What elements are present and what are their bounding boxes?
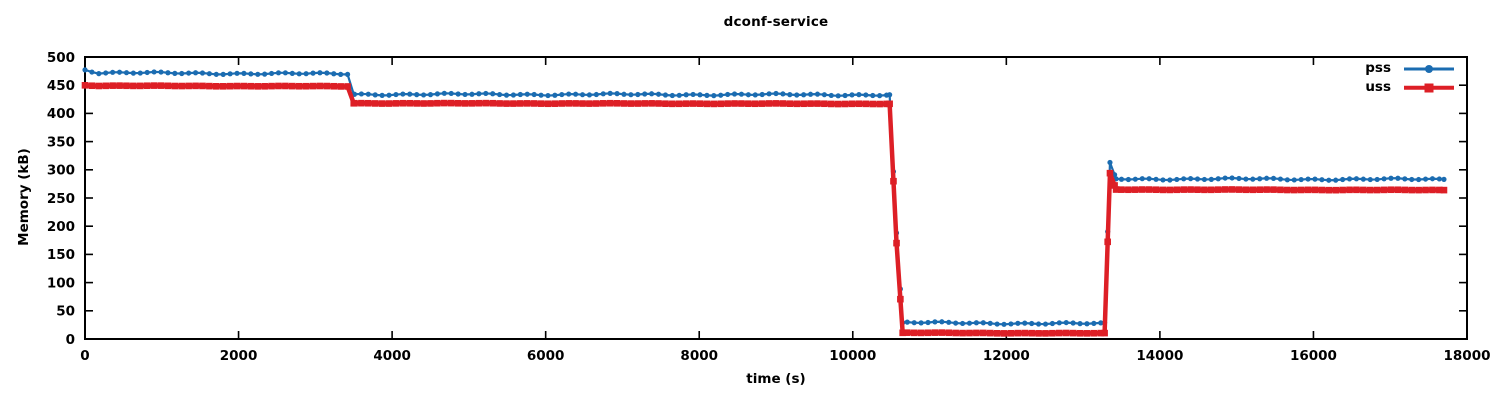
- series-uss-markers: [81, 82, 1448, 337]
- y-tick-label: 0: [66, 332, 75, 348]
- y-tick-label: 500: [47, 50, 75, 66]
- legend-sample-pss: [1404, 62, 1454, 76]
- x-tick-label: 8000: [680, 348, 718, 364]
- legend-square-marker-icon: [1424, 83, 1434, 92]
- y-tick-label: 350: [47, 134, 75, 150]
- y-tick-label: 400: [47, 106, 75, 122]
- x-tick-label: 14000: [1136, 348, 1183, 364]
- x-tick-label: 16000: [1290, 348, 1337, 364]
- legend-sample-uss: [1404, 81, 1454, 95]
- x-tick-label: 2000: [220, 348, 258, 364]
- y-tick-label: 150: [47, 247, 75, 263]
- y-tick-label: 100: [47, 275, 75, 291]
- x-tick-label: 10000: [829, 348, 876, 364]
- y-tick-label: 200: [47, 219, 75, 235]
- series-pss-line: [84, 68, 1445, 326]
- y-tick-label: 300: [47, 163, 75, 179]
- legend-item-pss: pss: [1365, 59, 1454, 78]
- series-pss: [82, 67, 1447, 327]
- plot-border: [84, 56, 1468, 340]
- y-tick-label: 50: [56, 304, 75, 320]
- y-axis-label: Memory (kB): [16, 148, 32, 246]
- x-tick-label: 4000: [373, 348, 411, 364]
- legend-circle-marker-icon: [1425, 64, 1433, 73]
- legend-label-pss: pss: [1365, 59, 1391, 76]
- x-axis-label: time (s): [746, 371, 806, 387]
- legend-label-uss: uss: [1365, 78, 1391, 95]
- chart-title: dconf-service: [723, 14, 829, 30]
- series-pss-markers: [82, 67, 1447, 327]
- y-tick-label: 250: [47, 191, 75, 207]
- legend: pss uss: [1365, 59, 1454, 97]
- y-tick-label: 450: [47, 78, 75, 94]
- legend-item-uss: uss: [1365, 78, 1454, 97]
- x-tick-label: 6000: [527, 348, 565, 364]
- series-uss-line: [84, 83, 1445, 336]
- x-tick-label: 12000: [983, 348, 1030, 364]
- x-tick-label: 18000: [1444, 348, 1491, 364]
- x-tick-label: 0: [80, 348, 89, 364]
- series-uss: [81, 82, 1448, 337]
